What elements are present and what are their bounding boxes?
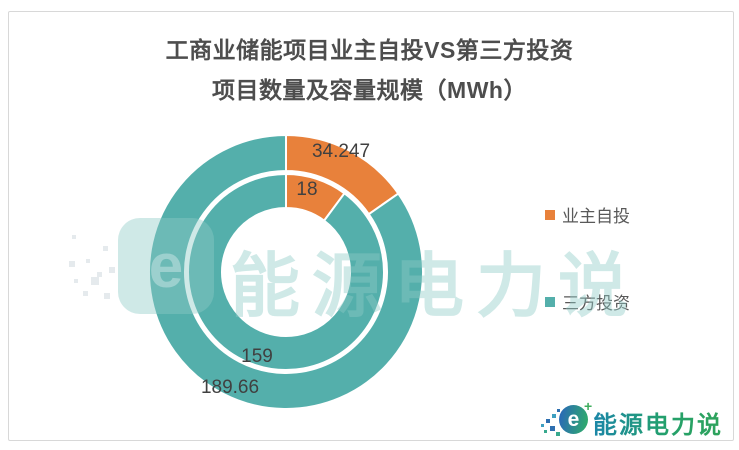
chart-title-line1: 工商业储能项目业主自投VS第三方投资	[165, 37, 574, 63]
footer-logo-dot	[546, 419, 550, 423]
legend-swatch-third-party-invest	[545, 296, 555, 307]
card-border	[8, 11, 734, 441]
legend-item-owner-invest: 业主自投	[545, 202, 630, 227]
legend-swatch-owner-invest	[545, 209, 555, 220]
legend-label-owner-invest: 业主自投	[562, 207, 630, 226]
footer-logo-dot	[557, 409, 560, 412]
donut-chart	[148, 134, 424, 410]
chart-title-line2: 项目数量及容量规模（MWh）	[212, 77, 527, 103]
chart-title: 工商业储能项目业主自投VS第三方投资 项目数量及容量规模（MWh）	[0, 30, 739, 110]
footer-logo-dot	[550, 426, 555, 431]
footer-logo-dot	[544, 430, 547, 433]
footer-logo-text: 能源电力说	[593, 405, 723, 440]
footer-logo-icon: e	[559, 405, 588, 434]
donut-slice-project-count-third-party-invest	[187, 173, 385, 371]
footer-logo-dot	[552, 414, 556, 418]
legend-label-third-party-invest: 三方投资	[562, 294, 630, 313]
footer-logo-dot	[556, 432, 560, 436]
legend-item-third-party-invest: 三方投资	[545, 289, 630, 314]
donut-slice-capacity-mwh-third-party-invest	[148, 134, 424, 410]
footer-logo-dot	[541, 424, 544, 427]
footer-logo-plus-icon: +	[584, 398, 593, 414]
